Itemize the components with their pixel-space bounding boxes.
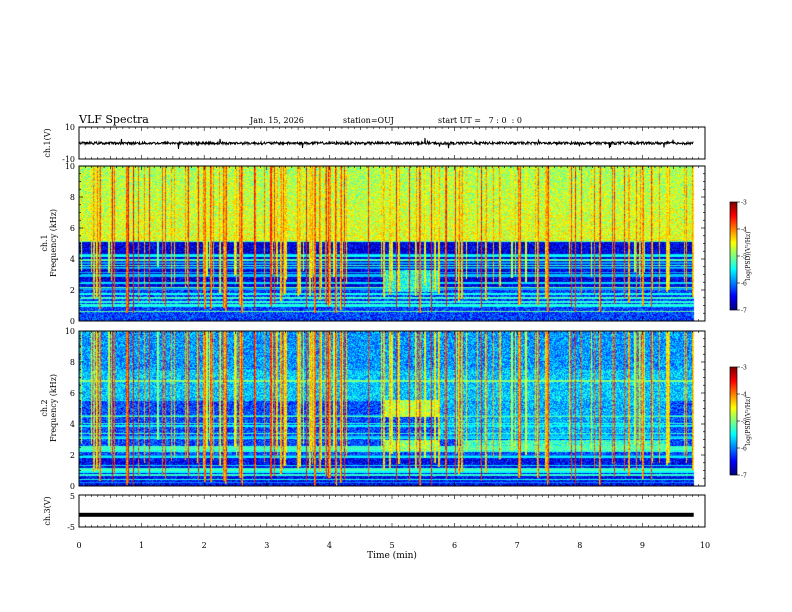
time-axis-label: Time (min) <box>367 550 417 561</box>
frequency-tick-label: 8 <box>70 358 75 367</box>
colorbar-tick-label: -5 <box>741 254 747 261</box>
station-label: station=OUJ <box>343 116 394 125</box>
colorbar-tick-label: -6 <box>741 281 747 288</box>
time-tick-label: 3 <box>264 541 269 550</box>
time-tick-label: 5 <box>389 541 394 550</box>
colorbar-tick-label: -4 <box>741 392 747 399</box>
ch3-waveform-panel: 5 -5 ch.3(V) <box>43 492 706 532</box>
ch1-waveform-trace <box>78 137 694 149</box>
frequency-tick-label: 4 <box>70 420 75 429</box>
ch1-colorbar-frame <box>729 201 738 311</box>
colorbar-tick-label: -5 <box>741 419 747 426</box>
ch2-colorbar-gradient <box>730 367 737 475</box>
ch1-ytick-top: 10 <box>65 123 75 132</box>
time-tick-label: 2 <box>202 541 207 550</box>
ch1-ytick-bottom: -10 <box>62 155 75 164</box>
time-tick-label: 1 <box>139 541 144 550</box>
time-axis-ticks <box>78 127 706 527</box>
time-tick-label: 0 <box>76 541 81 550</box>
frequency-tick-label: 10 <box>65 327 75 336</box>
ch3-waveform-frame <box>78 494 706 528</box>
ch2-spectrogram-image <box>79 331 705 486</box>
ch3-ytick-bottom: -5 <box>67 523 75 532</box>
ch2-frequency-ylabel: Frequency (kHz) <box>49 374 58 442</box>
frequency-tick-label: 2 <box>70 286 75 295</box>
time-tick-label: 8 <box>577 541 582 550</box>
ch1-waveform-ylabel: ch.1(V) <box>43 128 52 157</box>
frequency-tick-label: 0 <box>70 482 75 491</box>
frequency-tick-label: 0 <box>70 317 75 326</box>
ch1-colorbar-label: log(PSD)(V²/Hz) <box>745 232 752 281</box>
ch2-colorbar-label: log(PSD)(V²/Hz) <box>745 397 752 446</box>
ch2-colorbar-frame <box>729 366 738 476</box>
frequency-tick-label: 4 <box>70 255 75 264</box>
ch1-spectrogram-ylabel: ch.1 <box>40 234 49 251</box>
frequency-tick-label: 2 <box>70 451 75 460</box>
time-tick-label: 10 <box>700 541 710 550</box>
time-tick-label: 6 <box>452 541 457 550</box>
start-ut-label: start UT = 7 : 0 : 0 <box>438 116 522 125</box>
date-label: Jan. 15, 2026 <box>249 116 304 125</box>
time-tick-label: 7 <box>515 541 520 550</box>
ch1-spectrogram-frame <box>78 165 706 322</box>
frequency-tick-label: 10 <box>65 162 75 171</box>
figure-title: VLF Spectra <box>78 113 149 126</box>
frequency-tick-label: 6 <box>70 224 75 233</box>
time-axis-tick-labels: 0 1 2 3 4 5 6 7 8 9 10 <box>76 541 710 550</box>
ch3-waveform-ylabel: ch.3(V) <box>43 496 52 525</box>
ch3-waveform-trace <box>79 512 694 517</box>
colorbar-tick-label: -4 <box>741 227 747 234</box>
time-tick-label: 9 <box>640 541 645 550</box>
ch2-spectrogram-frame <box>78 330 706 487</box>
colorbar-tick-label: -7 <box>741 308 747 315</box>
colorbar-tick-label: -3 <box>741 365 747 372</box>
ch1-waveform-panel: 10 -10 ch.1(V) <box>43 123 706 164</box>
time-tick-label: 4 <box>327 541 332 550</box>
colorbar-tick-label: -6 <box>741 446 747 453</box>
frequency-tick-label: 8 <box>70 193 75 202</box>
colorbar-tick-label: -7 <box>741 473 747 480</box>
ch1-colorbar-gradient <box>730 202 737 310</box>
ch3-ytick-top: 5 <box>70 492 75 501</box>
ch2-spectrogram-ylabel: ch.2 <box>40 399 49 416</box>
colorbar-tick-label: -3 <box>741 200 747 207</box>
ch1-frequency-ylabel: Frequency (kHz) <box>49 209 58 277</box>
frequency-tick-label: 6 <box>70 389 75 398</box>
ch1-spectrogram-image <box>79 166 705 321</box>
